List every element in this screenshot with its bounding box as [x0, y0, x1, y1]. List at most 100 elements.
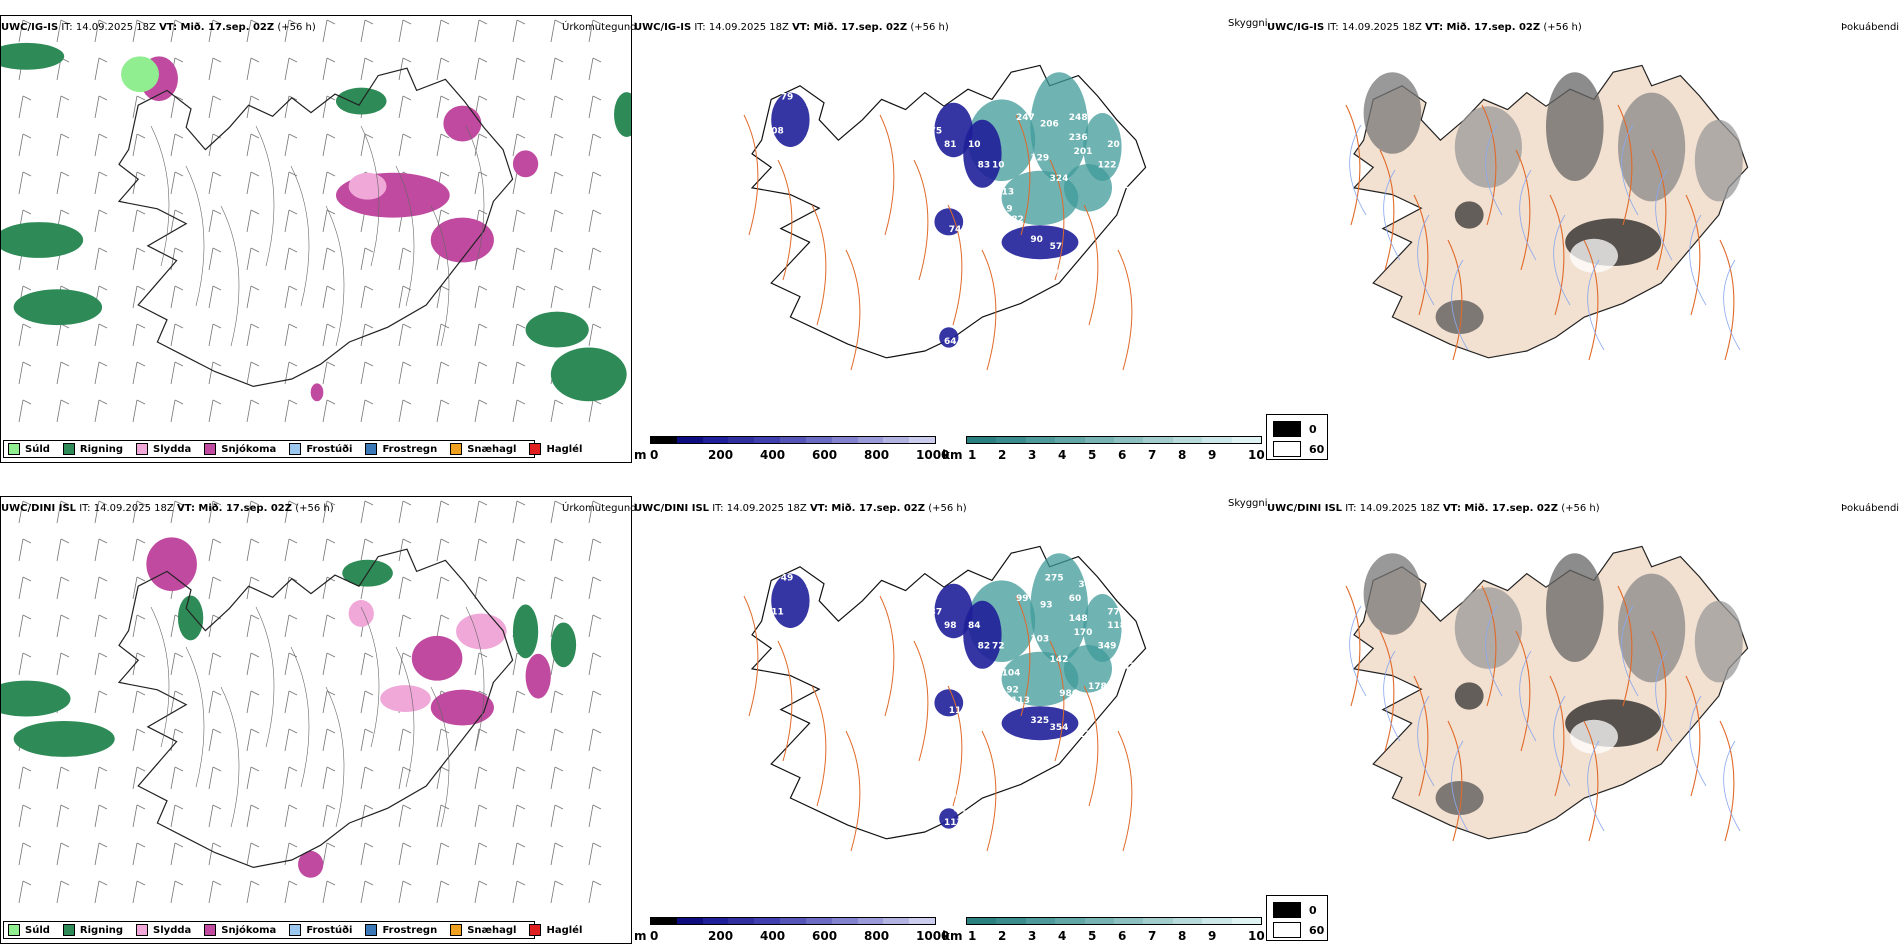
- precip-legend-item: Snjókoma: [204, 443, 276, 455]
- precip-legend-item: Slydda: [136, 924, 191, 936]
- cloud-value-label: 242: [1117, 662, 1136, 672]
- cloud-top-tick: 4: [1058, 448, 1067, 462]
- precip-legend-item: Snæhagl: [450, 924, 516, 936]
- cloud-value-label: 81: [944, 140, 957, 150]
- cloud-top-tick: 1: [968, 929, 977, 943]
- legend-label: Súld: [25, 924, 50, 936]
- legend-label: Frostregn: [382, 443, 438, 455]
- precip-legend-top: Súld Rigning Slydda Snjókoma Frostúði Frostre…: [3, 440, 582, 458]
- cloud-base-tick: 600: [812, 448, 838, 462]
- cloud-value-label: 20: [1107, 140, 1120, 150]
- cloud-value-label: 248: [1069, 113, 1088, 123]
- cloud-base-tick: 600: [812, 929, 838, 943]
- cloud-value-label: 82: [1011, 215, 1024, 225]
- cloud-value-label: 206: [1040, 120, 1059, 130]
- cloud-value-label: 74: [1040, 750, 1053, 760]
- fog-panel-top: [1266, 15, 1900, 463]
- cloud-base-tick: 1000: [916, 929, 950, 943]
- cloud-value-label: 354: [1050, 723, 1069, 733]
- cloud-top-tick: 6: [1118, 448, 1127, 462]
- legend-label: Snjókoma: [221, 443, 277, 455]
- title-precip-top: UWC/IG-IS IT: 14.09.2025 18Z VT: Mið. 17…: [1, 22, 316, 33]
- lead-time: (+56 h): [1561, 503, 1600, 514]
- cloud-base-tick: 1000: [916, 448, 950, 462]
- cloud-value-label: 94: [1131, 669, 1144, 679]
- cloud-base-tick: 400: [760, 929, 786, 943]
- precip-legend-bottom: Súld Rigning Slydda Snjókoma Frostúði Frostre…: [3, 921, 582, 939]
- precip-panel-top: Súld Rigning Slydda Snjókoma Frostúði Frostre…: [0, 15, 632, 463]
- cloud-value-label: 201: [1074, 147, 1093, 157]
- valid-time: VT: Mið. 17.sep. 02Z: [176, 503, 293, 514]
- fog-swatch: [1273, 922, 1301, 938]
- cloud-top-tick: 8: [1178, 929, 1187, 943]
- legend-swatch: [8, 443, 20, 455]
- cloud-top-tick: 9: [1208, 448, 1217, 462]
- fog-value: 60: [1309, 442, 1325, 456]
- legend-label: Haglél: [546, 924, 583, 936]
- valid-time: VT: Mið. 17.sep. 02Z: [159, 22, 275, 33]
- model-name: UWC/IG-IS: [634, 22, 692, 33]
- valid-time: VT: Mið. 17.sep. 02Z: [809, 503, 926, 514]
- model-name: UWC/DINI ISL: [634, 503, 710, 514]
- lead-time: (+56 h): [928, 503, 967, 514]
- cloud-value-label: 11: [771, 607, 784, 617]
- precip-panel-bottom: Súld Rigning Slydda Snjókoma Frostúði Frostre…: [0, 496, 632, 944]
- cloud-value-label: 82: [978, 641, 991, 651]
- fog-value: 0: [1309, 903, 1317, 917]
- cloud-value-label: 08: [771, 126, 784, 136]
- cloud-base-tick: 200: [708, 929, 734, 943]
- cloud-value-label: 99: [1016, 594, 1029, 604]
- fog-panel-bottom: [1266, 496, 1900, 944]
- cloud-value-label: 111: [949, 706, 968, 716]
- model-name: UWC/DINI ISL: [1, 503, 77, 514]
- legend-swatch: [8, 924, 20, 936]
- cloud-top-colorbar: [966, 917, 1262, 925]
- cloud-value-label: 72: [992, 641, 1005, 651]
- cloud-value-label: 51: [954, 805, 967, 815]
- fog-legend-row: 60: [1273, 922, 1324, 938]
- cloud-top-unit: km: [942, 929, 963, 943]
- fog-legend-row: 60: [1273, 441, 1324, 457]
- fog-swatch: [1273, 441, 1301, 457]
- cloud-panel-bottom: 49 78 11 37 98 84 68 82 72 104 108 92 111 113 325 92 354…: [634, 496, 1274, 944]
- fog-map-bottom: [1345, 545, 1749, 842]
- cloud-base-colorbar: [650, 917, 936, 925]
- cloud-value-label: 325: [1030, 716, 1049, 726]
- cloud-top-tick: 10: [1248, 448, 1265, 462]
- cloud-value-label: 89: [1131, 188, 1144, 198]
- cloud-top-tick: 6: [1118, 929, 1127, 943]
- legend-label: Frostúði: [306, 924, 353, 936]
- cloud-value-label: 324: [1050, 174, 1069, 184]
- cloud-value-label: 68: [939, 648, 952, 658]
- fog-legend-bottom: 0 60: [1266, 895, 1328, 941]
- cloud-value-label: 57: [1050, 242, 1063, 252]
- cloud-value-label: 49: [781, 573, 794, 583]
- precip-legend-item: Súld: [8, 443, 50, 455]
- legend-swatch: [136, 924, 149, 936]
- fog-value: 0: [1309, 422, 1317, 436]
- valid-time: VT: Mið. 17.sep. 02Z: [792, 22, 908, 33]
- cloud-top-tick: 3: [1028, 448, 1037, 462]
- cloud-value-label: 12: [1078, 730, 1091, 740]
- precip-legend-item: Frostúði: [289, 443, 352, 455]
- legend-label: Rigning: [79, 924, 124, 936]
- legend-swatch: [289, 924, 302, 936]
- model-name: UWC/IG-IS: [1267, 22, 1325, 33]
- cloud-value-label: 79: [944, 791, 957, 801]
- cloud-base-tick: 0: [650, 929, 659, 943]
- legend-label: Rigning: [79, 443, 124, 455]
- cloud-base-legend-top: m 0 200 400 600 800 1000: [634, 436, 949, 462]
- cloud-top-tick: 8: [1178, 448, 1187, 462]
- precip-legend-item: Slydda: [136, 443, 191, 455]
- cloud-base-tick: 800: [864, 448, 890, 462]
- cloud-value-label: 74: [949, 225, 962, 235]
- lead-time: (+56 h): [295, 503, 334, 514]
- cloud-value-label: 93: [1040, 601, 1053, 611]
- cloud-top-tick: 7: [1148, 448, 1157, 462]
- cloud-value-label: 113: [1011, 696, 1030, 706]
- lead-time: (+56 h): [277, 22, 316, 33]
- cloud-value-label: 118: [1107, 621, 1126, 631]
- legend-swatch: [62, 924, 75, 936]
- cloud-panel-top: 79 79 08 75 81 10 71 83 10 13 37 94 74 82 90 9 57 137 64 24…: [634, 15, 1274, 463]
- precip-legend-item: Frostúði: [289, 924, 352, 936]
